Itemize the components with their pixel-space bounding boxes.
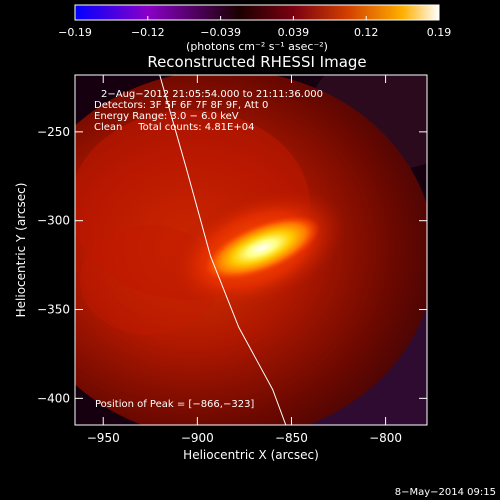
y-tick-label: −250 bbox=[37, 125, 70, 139]
footer-timestamp: 8−May−2014 09:15 bbox=[395, 487, 496, 498]
annotation-energy-range: Energy Range: 3.0 − 6.0 keV bbox=[94, 111, 239, 122]
axis-ticks: −950 −900 −850 −800 −250 −300 −350 −400 bbox=[37, 75, 427, 445]
chart-title: Reconstructed RHESSI Image bbox=[147, 53, 366, 71]
colorbar-tick-label: −0.19 bbox=[58, 26, 92, 39]
annotation-peak-position: Position of Peak = [−866,−323] bbox=[95, 399, 254, 410]
plot-frame bbox=[74, 74, 428, 426]
colorbar-unit-label: (photons cm⁻² s⁻¹ asec⁻²) bbox=[186, 40, 328, 53]
x-tick-label: −800 bbox=[369, 431, 402, 445]
colorbar-ticks: −0.19 −0.12 −0.039 0.039 0.12 0.19 bbox=[58, 16, 451, 39]
x-tick-label: −850 bbox=[275, 431, 308, 445]
annotation-time-range: 2−Aug−2012 21:05:54.000 to 21:11:36.000 bbox=[101, 89, 323, 100]
colorbar-tick-label: −0.039 bbox=[200, 26, 241, 39]
annotation-total-counts: Clean Total counts: 4.81E+04 bbox=[94, 122, 254, 133]
heatmap-image bbox=[75, 75, 427, 425]
x-axis-label: Heliocentric X (arcsec) bbox=[183, 448, 319, 462]
solar-limb-curve bbox=[159, 75, 287, 425]
y-axis-label: Heliocentric Y (arcsec) bbox=[14, 183, 28, 318]
colorbar-tick-label: 0.19 bbox=[427, 26, 452, 39]
x-tick-label: −950 bbox=[87, 431, 120, 445]
colorbar-tick-label: 0.039 bbox=[278, 26, 310, 39]
colorbar-tick-label: −0.12 bbox=[131, 26, 165, 39]
annotation-detectors: Detectors: 3F 5F 6F 7F 8F 9F, Att 0 bbox=[94, 100, 268, 111]
y-tick-label: −300 bbox=[37, 214, 70, 228]
colorbar-tick-label: 0.12 bbox=[354, 26, 379, 39]
x-tick-label: −900 bbox=[181, 431, 214, 445]
y-tick-label: −400 bbox=[37, 391, 70, 405]
colorbar bbox=[74, 4, 440, 21]
y-tick-label: −350 bbox=[37, 303, 70, 317]
